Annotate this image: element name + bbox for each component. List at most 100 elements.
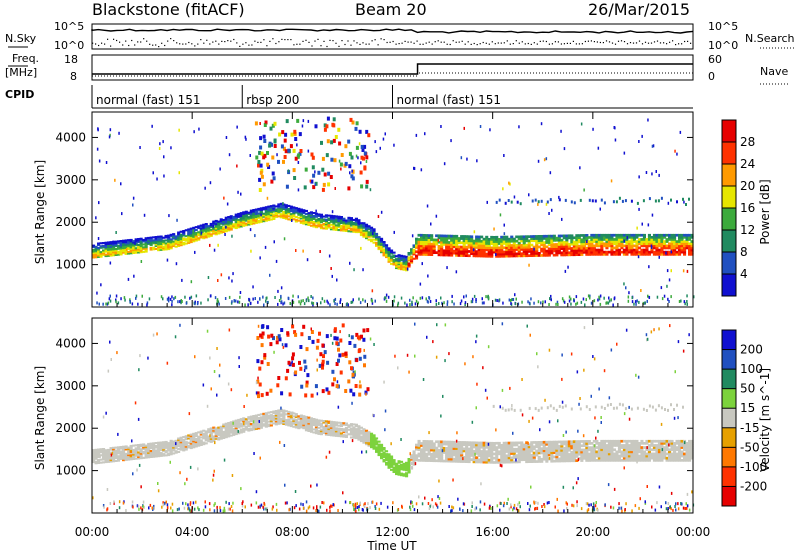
- heat-cell: [169, 450, 173, 453]
- heat-cell: [307, 422, 311, 425]
- heat-cell: [652, 250, 656, 254]
- heat-cell: [267, 207, 271, 210]
- heat-cell: [442, 238, 446, 242]
- heat-cell: [562, 449, 566, 452]
- heat-cell: [179, 236, 183, 239]
- heat-cell: [174, 238, 178, 241]
- heat-cell: [550, 294, 552, 298]
- heat-cell: [207, 232, 211, 235]
- heat-cell: [192, 240, 196, 243]
- heat-cell: [362, 234, 366, 237]
- heat-cell: [107, 254, 111, 257]
- heat-cell: [592, 456, 596, 460]
- heat-cell: [485, 460, 489, 464]
- heat-cell: [294, 413, 298, 416]
- heat-cell: [162, 248, 166, 251]
- heat-cell: [545, 460, 549, 463]
- heat-cell: [172, 443, 176, 446]
- heat-cell: [622, 248, 626, 252]
- heat-cell: [252, 423, 256, 426]
- heat-cell: [162, 241, 166, 244]
- heat-cell: [451, 294, 453, 298]
- heat-cell: [450, 451, 454, 455]
- heat-cell: [187, 231, 191, 234]
- heat-cell: [680, 248, 684, 252]
- heat-cell: [592, 454, 596, 458]
- heat-cell: [600, 236, 604, 239]
- heat-cell: [440, 449, 444, 452]
- heat-cell: [600, 253, 604, 256]
- heat-cell: [267, 414, 271, 417]
- heat-cell: [652, 144, 655, 148]
- heat-cell: [472, 252, 476, 256]
- heat-cell: [440, 245, 444, 248]
- heat-cell: [137, 451, 141, 454]
- nsearch-point: [431, 43, 433, 45]
- heat-cell: [152, 446, 156, 449]
- heat-cell: [137, 455, 141, 458]
- heat-cell: [349, 436, 353, 439]
- heat-cell: [537, 159, 540, 163]
- nsearch-point: [536, 43, 538, 45]
- heat-cell: [450, 442, 454, 446]
- heat-cell: [497, 461, 501, 464]
- heat-cell: [472, 243, 476, 247]
- heat-cell: [137, 452, 141, 455]
- heat-cell: [572, 242, 576, 246]
- heat-cell: [339, 218, 343, 221]
- heat-cell: [542, 251, 546, 255]
- heat-cell: [252, 285, 254, 289]
- heat-cell: [309, 420, 313, 423]
- heat-cell: [533, 301, 535, 305]
- heat-cell: [339, 300, 341, 304]
- heat-cell: [122, 242, 126, 245]
- nsearch-point: [182, 43, 184, 45]
- heat-cell: [612, 452, 616, 456]
- heat-cell: [242, 417, 246, 420]
- heat-cell: [562, 442, 566, 446]
- heat-cell: [164, 454, 168, 457]
- heat-cell: [502, 301, 504, 305]
- heat-cell: [164, 451, 168, 454]
- heat-cell: [605, 253, 609, 256]
- nsearch-point: [413, 42, 415, 44]
- heat-cell: [222, 432, 226, 435]
- heat-cell: [324, 218, 328, 221]
- heat-cell: [637, 255, 640, 259]
- heat-cell: [294, 416, 298, 419]
- heat-cell: [132, 241, 136, 244]
- heat-cell: [143, 213, 146, 217]
- heat-cell: [239, 425, 243, 428]
- heat-cell: [624, 199, 627, 203]
- heat-cell: [279, 214, 283, 217]
- heat-cell: [284, 210, 288, 213]
- heat-cell: [257, 416, 261, 419]
- heat-cell: [390, 262, 394, 265]
- heat-cell: [452, 251, 456, 255]
- heat-cell: [385, 450, 389, 453]
- heat-cell: [244, 428, 248, 431]
- heat-cell: [678, 236, 682, 239]
- heat-cell: [585, 251, 589, 254]
- heat-cell: [149, 442, 153, 445]
- heat-cell: [517, 447, 521, 451]
- heat-cell: [372, 235, 376, 238]
- heat-cell: [432, 459, 436, 463]
- nsearch-point: [365, 43, 367, 45]
- heat-cell: [322, 428, 326, 431]
- heat-cell: [139, 454, 143, 457]
- heat-cell: [582, 440, 586, 443]
- heat-cell: [457, 460, 461, 463]
- heat-cell: [625, 444, 629, 447]
- heat-cell: [284, 420, 288, 423]
- heat-cell: [642, 199, 645, 203]
- heat-cell: [209, 436, 213, 439]
- heat-cell: [182, 440, 186, 443]
- heat-cell: [167, 442, 171, 445]
- heat-cell: [407, 459, 411, 462]
- heat-cell: [678, 242, 682, 246]
- heat-cell: [652, 236, 656, 239]
- heat-cell: [490, 238, 494, 241]
- heat-cell: [267, 210, 271, 213]
- heat-cell: [577, 444, 581, 448]
